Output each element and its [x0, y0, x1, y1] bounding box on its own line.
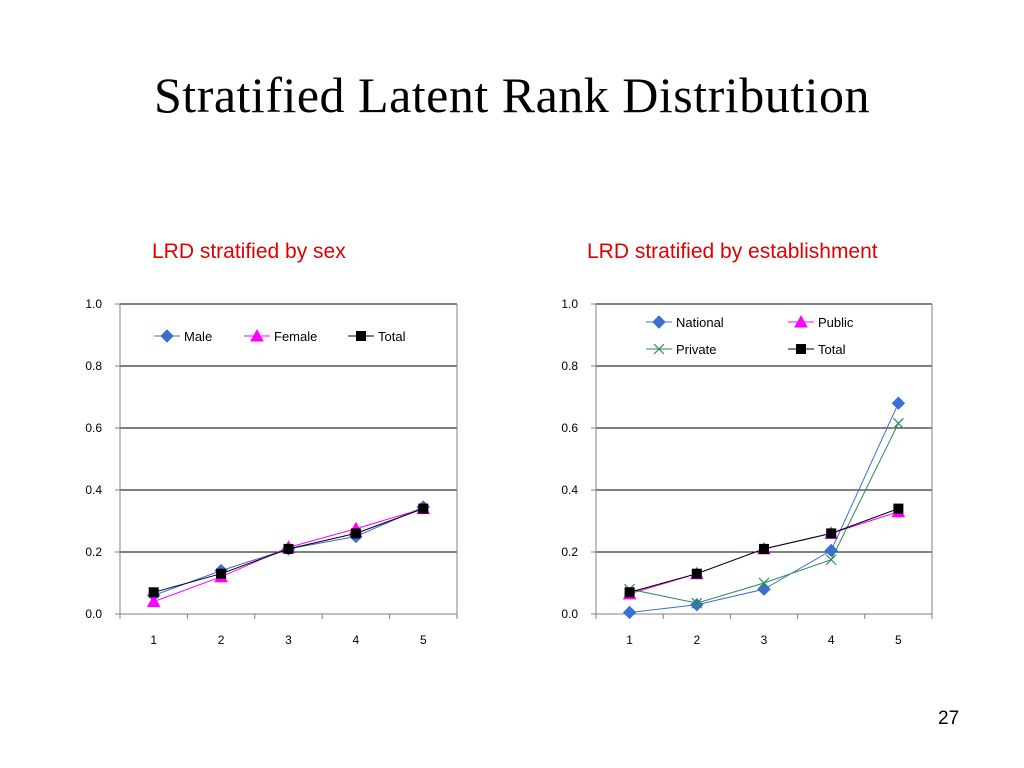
data-point-1-total-2 — [759, 543, 769, 554]
legend-label-0-total: Total — [378, 329, 406, 344]
data-point-1-national-4 — [891, 396, 906, 410]
data-point-1-total-0 — [624, 587, 635, 598]
x-tick-label-1-3: 4 — [828, 633, 835, 647]
x-tick-label-0-1: 2 — [218, 633, 225, 647]
x-tick-label-1-4: 5 — [895, 633, 902, 647]
y-tick-label-1-1: 0.2 — [561, 545, 578, 559]
x-tick-label-0-2: 3 — [285, 633, 292, 647]
legend-label-1-public: Public — [818, 315, 854, 330]
data-point-1-national-2 — [757, 582, 771, 596]
data-point-1-private-3 — [825, 554, 837, 566]
data-point-0-total-4 — [418, 503, 429, 514]
chart-title-establishment: LRD stratified by establishment — [587, 240, 878, 263]
series-line-1-private — [629, 423, 899, 604]
chart-title-sex: LRD stratified by sex — [152, 240, 346, 263]
y-tick-label-0-3: 0.6 — [85, 421, 102, 435]
page-number: 27 — [938, 708, 960, 729]
y-tick-label-0-4: 0.8 — [85, 359, 102, 373]
slide-title: Stratified Latent Rank Distribution — [154, 67, 870, 123]
data-point-0-total-1 — [216, 568, 227, 579]
legend-marker-0-female — [250, 328, 264, 342]
x-tick-label-0-0: 1 — [150, 633, 157, 647]
y-tick-label-1-5: 1.0 — [561, 297, 578, 311]
y-tick-label-1-4: 0.8 — [561, 359, 578, 373]
data-point-1-private-4 — [892, 417, 904, 429]
data-point-1-total-3 — [826, 528, 837, 539]
legend-marker-1-total — [796, 344, 806, 354]
data-point-0-total-0 — [148, 587, 159, 598]
y-tick-label-0-2: 0.4 — [85, 483, 102, 497]
x-tick-label-1-1: 2 — [693, 633, 700, 647]
data-point-0-total-2 — [283, 543, 294, 554]
x-tick-label-0-4: 5 — [420, 633, 427, 647]
legend-label-1-total: Total — [818, 342, 846, 357]
x-tick-label-1-0: 1 — [626, 633, 633, 647]
data-point-1-national-1 — [690, 597, 704, 612]
legend-label-1-private: Private — [676, 342, 716, 357]
x-tick-label-0-3: 4 — [353, 633, 360, 647]
legend-marker-0-total — [356, 331, 366, 341]
data-point-1-total-1 — [691, 568, 702, 579]
legend-marker-1-national — [652, 315, 666, 329]
data-point-1-private-1 — [691, 597, 703, 609]
y-tick-label-0-5: 1.0 — [85, 297, 102, 311]
y-tick-label-1-3: 0.6 — [561, 421, 578, 435]
legend-label-0-male: Male — [184, 329, 212, 344]
data-point-1-national-0 — [622, 605, 637, 620]
y-tick-label-1-2: 0.4 — [561, 483, 578, 497]
data-point-1-total-4 — [893, 503, 904, 514]
legend-marker-0-male — [160, 329, 174, 343]
y-tick-label-0-1: 0.2 — [85, 545, 102, 559]
y-tick-label-0-0: 0.0 — [85, 607, 102, 621]
y-tick-label-1-0: 0.0 — [561, 607, 578, 621]
legend-marker-1-public — [794, 314, 808, 328]
data-point-0-total-3 — [350, 528, 361, 539]
data-point-0-female-0 — [146, 594, 161, 608]
legend-marker-1-private — [653, 343, 665, 355]
data-point-1-private-2 — [758, 577, 770, 589]
x-tick-label-1-2: 3 — [761, 633, 768, 647]
legend-label-0-female: Female — [274, 329, 317, 344]
legend-label-1-national: National — [676, 315, 724, 330]
